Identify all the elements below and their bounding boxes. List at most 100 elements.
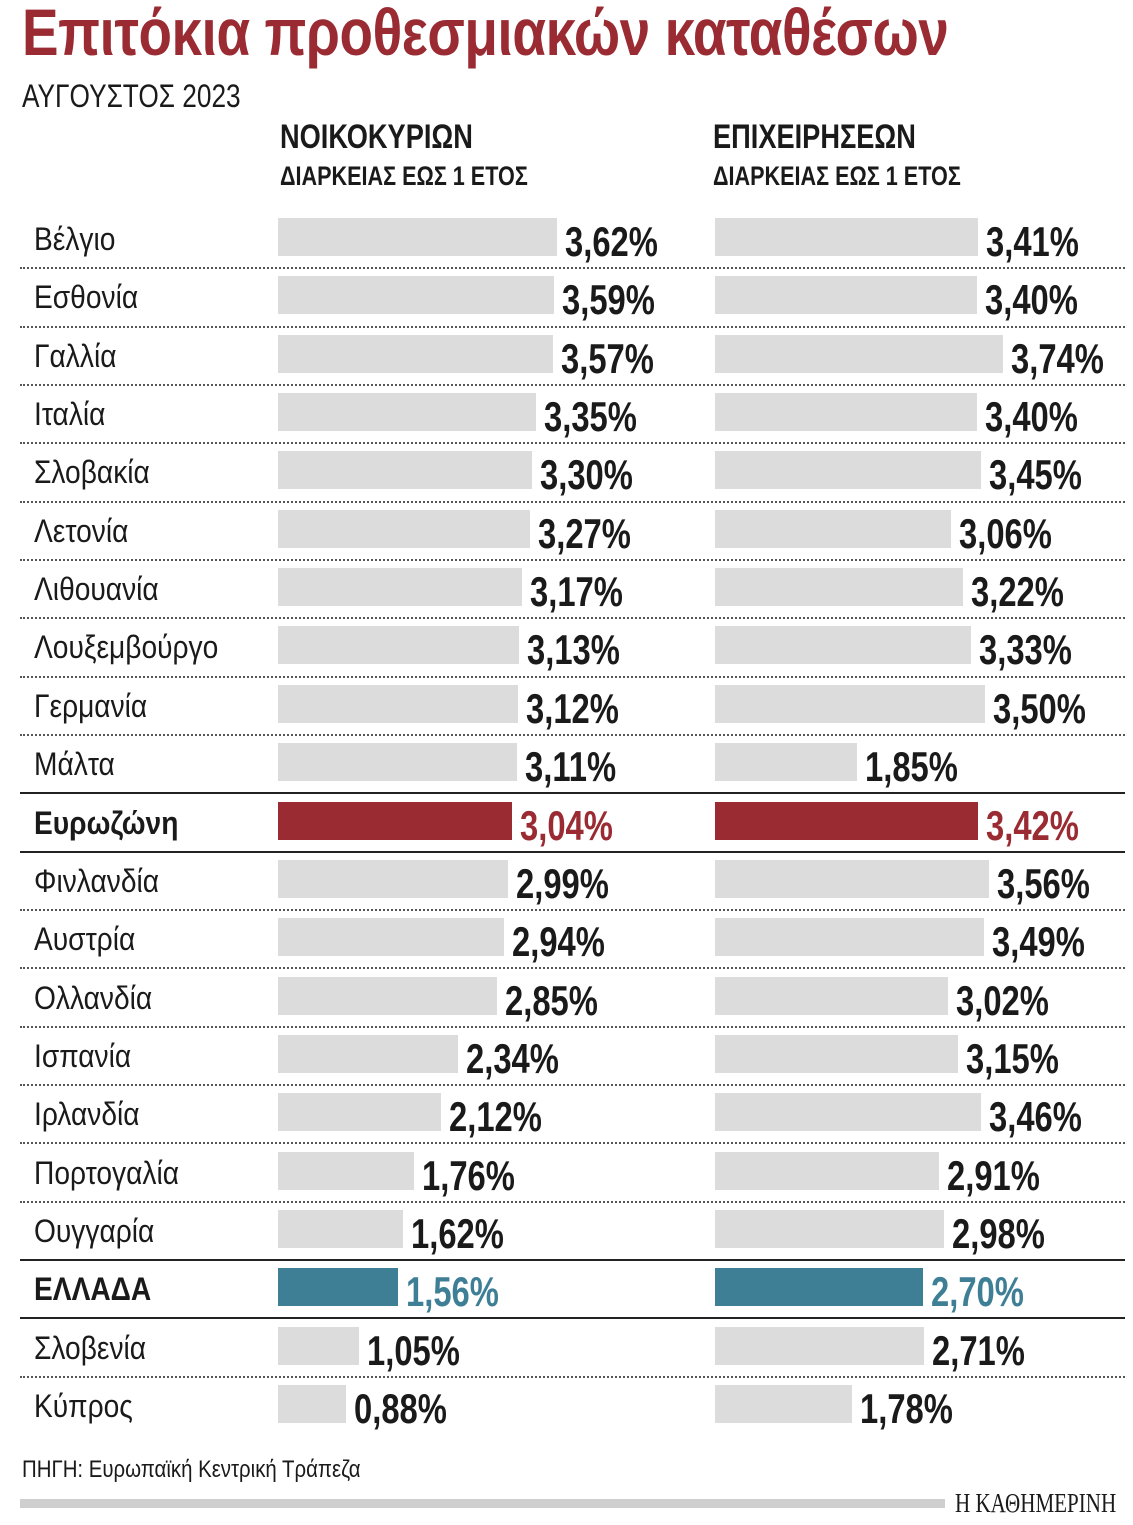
row-separator xyxy=(20,383,1125,386)
bar xyxy=(715,626,972,665)
bar xyxy=(715,1034,958,1073)
value-label: 3,35% xyxy=(543,393,637,441)
category-label: Ευρωζώνη xyxy=(34,804,179,841)
value-label: 2,91% xyxy=(947,1151,1040,1199)
bar xyxy=(715,1209,945,1248)
row-separator xyxy=(20,1259,1125,1262)
row-separator xyxy=(20,267,1125,270)
category-label: Εσθονία xyxy=(34,279,139,316)
chart-title: Επιτόκια προθεσμιακών καταθέσων xyxy=(22,0,949,69)
footer-rule xyxy=(20,1499,945,1508)
value-label: 1,56% xyxy=(406,1268,500,1316)
category-label: Σλοβακία xyxy=(34,454,150,491)
value-label: 3,56% xyxy=(997,859,1091,907)
bar xyxy=(278,509,530,548)
chart-subtitle: ΑΥΓΟΥΣΤΟΣ 2023 xyxy=(22,78,241,114)
value-label: 3,04% xyxy=(520,801,613,849)
bar xyxy=(715,743,858,782)
category-label: Κύπρος xyxy=(34,1388,133,1424)
bar xyxy=(278,393,536,432)
value-label: 1,62% xyxy=(410,1209,504,1257)
row-separator xyxy=(20,1025,1125,1028)
bar xyxy=(715,276,977,315)
bar xyxy=(715,976,948,1015)
series-subtitle: ΔΙΑΡΚΕΙΑΣ ΕΩΣ 1 ΕΤΟΣ xyxy=(713,161,961,191)
category-label: Φινλανδία xyxy=(34,862,160,899)
bar xyxy=(278,976,498,1015)
bar xyxy=(715,568,963,607)
bar xyxy=(278,334,553,373)
value-label: 2,94% xyxy=(512,918,606,966)
bar xyxy=(278,1268,399,1307)
series-subtitle: ΔΙΑΡΚΕΙΑΣ ΕΩΣ 1 ΕΤΟΣ xyxy=(280,161,528,191)
category-label: Γερμανία xyxy=(34,687,148,724)
value-label: 2,34% xyxy=(466,1034,560,1082)
bar xyxy=(715,334,1003,373)
value-label: 3,45% xyxy=(988,451,1082,499)
bar xyxy=(715,509,951,548)
value-label: 3,17% xyxy=(530,568,623,616)
bar xyxy=(278,276,555,315)
bar xyxy=(715,684,985,723)
series-name: ΕΠΙΧΕΙΡΗΣΕΩΝ xyxy=(713,118,916,156)
row-separator xyxy=(20,967,1125,970)
value-label: 2,71% xyxy=(931,1326,1025,1374)
value-label: 3,22% xyxy=(970,568,1064,616)
row-separator xyxy=(20,617,1125,620)
value-label: 3,13% xyxy=(527,626,620,674)
bar xyxy=(278,859,509,898)
bar xyxy=(715,801,979,840)
row-separator xyxy=(20,909,1125,912)
category-label: Γαλλία xyxy=(34,337,117,374)
bar xyxy=(278,1385,346,1423)
row-separator xyxy=(20,1084,1125,1087)
bar xyxy=(715,859,990,898)
bar xyxy=(278,626,519,665)
row-separator xyxy=(20,500,1125,503)
column-header-businesses: ΕΠΙΧΕΙΡΗΣΕΩΝ ΔΙΑΡΚΕΙΑΣ ΕΩΣ 1 ΕΤΟΣ xyxy=(713,118,961,192)
value-label: 3,40% xyxy=(984,276,1078,324)
category-label: Ισπανία xyxy=(34,1037,132,1074)
value-label: 3,59% xyxy=(562,276,656,324)
value-label: 3,50% xyxy=(992,684,1086,732)
row-separator xyxy=(20,850,1125,853)
category-label: Πορτογαλία xyxy=(34,1154,179,1191)
value-label: 3,46% xyxy=(989,1093,1083,1141)
row-separator xyxy=(20,1317,1125,1320)
value-label: 3,15% xyxy=(965,1034,1059,1082)
category-label: Σλοβενία xyxy=(34,1329,147,1366)
row-separator xyxy=(20,1200,1125,1203)
bar xyxy=(278,568,523,607)
value-label: 2,99% xyxy=(516,859,610,907)
category-label: Μάλτα xyxy=(34,746,115,783)
brand-logo: Η ΚΑΘΗΜΕΡΙΝΗ xyxy=(955,1488,1117,1518)
row-separator xyxy=(20,733,1125,736)
value-label: 3,27% xyxy=(537,509,631,557)
source-note: ΠΗΓΗ: Ευρωπαϊκή Κεντρική Τράπεζα xyxy=(22,1456,361,1483)
value-label: 3,02% xyxy=(955,976,1049,1024)
value-label: 1,05% xyxy=(366,1326,460,1374)
bar xyxy=(278,684,519,723)
bar xyxy=(715,918,984,957)
value-label: 3,06% xyxy=(958,509,1052,557)
bar xyxy=(715,1268,923,1307)
value-label: 1,78% xyxy=(860,1385,953,1432)
value-label: 3,30% xyxy=(540,451,633,499)
value-label: 2,85% xyxy=(505,976,599,1024)
value-label: 3,12% xyxy=(526,684,620,732)
category-label: Λιθουανία xyxy=(34,571,159,608)
row-separator xyxy=(20,325,1125,328)
column-header-households: ΝΟΙΚΟΚΥΡΙΩΝ ΔΙΑΡΚΕΙΑΣ ΕΩΣ 1 ΕΤΟΣ xyxy=(280,118,528,192)
row-separator xyxy=(20,442,1125,445)
value-label: 3,74% xyxy=(1010,334,1104,382)
bar xyxy=(278,1093,442,1132)
bar xyxy=(715,218,978,256)
value-label: 3,40% xyxy=(984,393,1078,441)
value-label: 3,57% xyxy=(560,334,654,382)
value-label: 3,11% xyxy=(525,743,617,791)
category-label: Ολλανδία xyxy=(34,979,153,1016)
row-separator xyxy=(20,558,1125,561)
value-label: 1,85% xyxy=(865,743,959,791)
value-label: 3,42% xyxy=(986,801,1080,849)
